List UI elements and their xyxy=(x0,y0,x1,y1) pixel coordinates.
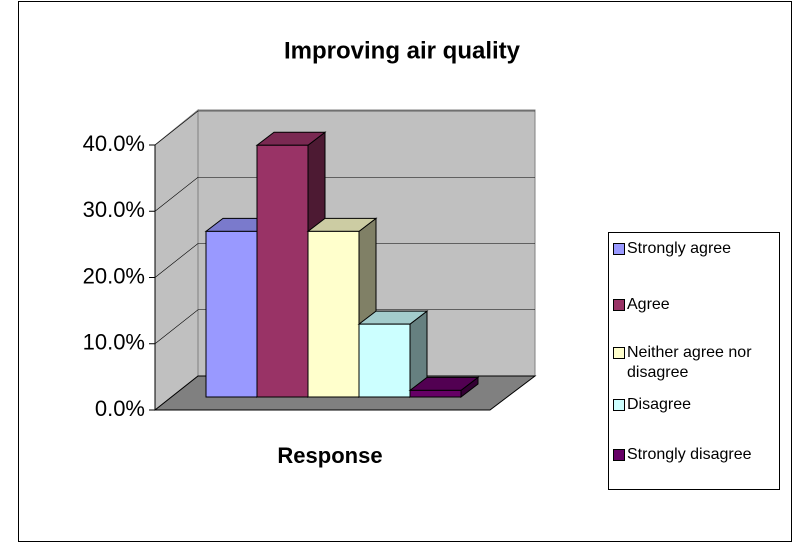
legend-item: Strongly agree xyxy=(613,239,779,259)
y-tick-label: 30.0% xyxy=(83,197,145,222)
legend-label: Strongly disagree xyxy=(627,446,752,463)
bar xyxy=(307,230,360,398)
legend-item: Disagree xyxy=(613,395,779,415)
bar xyxy=(358,323,411,398)
legend: Strongly agree Agree Neither agree nor dis… xyxy=(608,232,780,490)
legend-swatch xyxy=(613,449,625,461)
bar xyxy=(409,389,462,398)
legend-label: Strongly agree xyxy=(627,240,732,257)
side-wall xyxy=(154,108,199,412)
legend-swatch xyxy=(613,299,625,311)
legend-swatch xyxy=(613,347,625,359)
grid-line xyxy=(154,243,535,278)
legend-swatch xyxy=(613,243,625,255)
legend-item: Neither agree nor disagree xyxy=(613,343,779,383)
y-tick-label: 40.0% xyxy=(83,131,145,156)
grid-line xyxy=(154,309,535,344)
legend-swatch xyxy=(613,399,625,411)
legend-item: Agree xyxy=(613,295,779,315)
x-axis-label: Response xyxy=(277,443,382,468)
legend-label: Agree xyxy=(627,296,670,313)
legend-item: Strongly disagree xyxy=(613,445,779,465)
grid-line xyxy=(154,176,535,212)
legend-label: Disagree xyxy=(627,396,692,413)
bar xyxy=(256,144,309,398)
y-tick-label: 0.0% xyxy=(95,396,145,421)
bar xyxy=(205,230,258,398)
y-tick-label: 10.0% xyxy=(83,330,145,355)
y-tick-label: 20.0% xyxy=(83,263,145,288)
legend-label: Neither agree nor disagree xyxy=(627,344,752,381)
chart-title: Improving air quality xyxy=(284,37,521,64)
grid-line xyxy=(154,110,535,146)
